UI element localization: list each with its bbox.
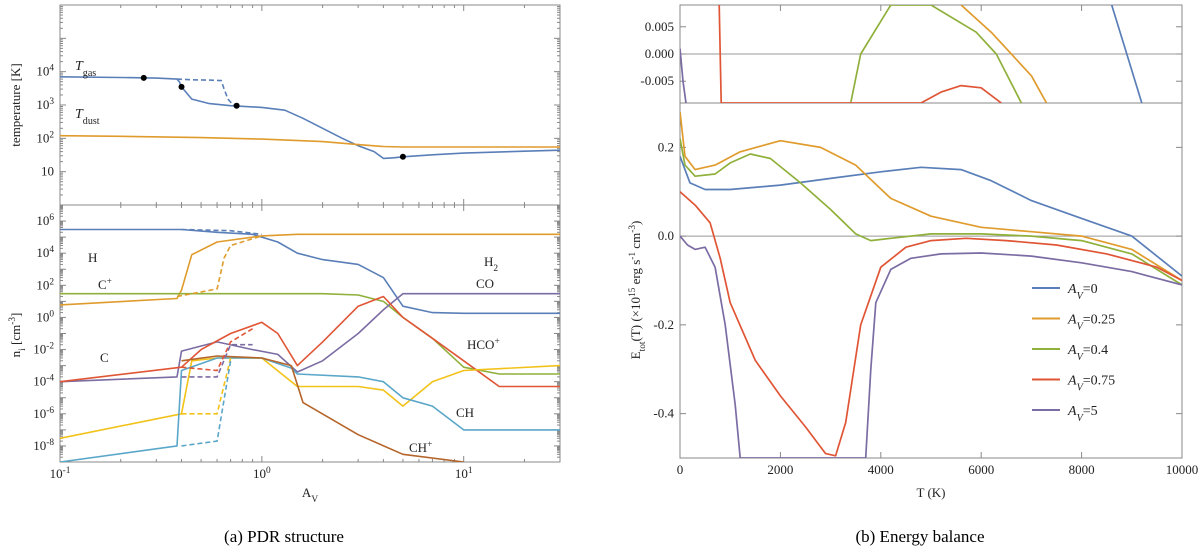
a-bottom-series-co-dashed [181, 343, 253, 378]
b-bottom-series-a-v-0 [680, 156, 1182, 277]
b-bottom-xtick-label: 10000 [1166, 462, 1199, 477]
a-top-series-t-dust [60, 134, 560, 148]
a-top-marker [140, 74, 147, 81]
a-top-marker [233, 102, 240, 109]
a-top-ytick-label: 104 [36, 64, 54, 79]
a-top-ytick-label: 10 [41, 164, 54, 179]
a-top-marker [399, 153, 406, 160]
legend-label-3: AV=0.75 [1067, 374, 1115, 394]
a-bottom-ylabel: ni [cm-3] [8, 313, 28, 358]
legend-label-2: AV=0.4 [1067, 343, 1108, 363]
a-bottom-series-hco-dashed [181, 357, 232, 415]
a-bottom-annotation-h2: H2 [484, 254, 498, 274]
a-top-frame [59, 4, 561, 206]
a-top-series-t-gas-dashed [176, 78, 241, 107]
a-bottom-ytick-label: 106 [36, 213, 54, 228]
b-bottom-series-a-v-5 [680, 235, 1182, 458]
b-bottom-series-a-v-0-4 [680, 138, 1182, 286]
a-bottom-annotation-hco-plus: HCO+ [467, 337, 500, 352]
a-bottom-ytick-label: 104 [36, 245, 54, 260]
b-top-ytick-label: -0.005 [640, 73, 674, 88]
b-bottom-frame [679, 102, 1183, 459]
b-top-series-a-v-0 [1110, 5, 1143, 103]
b-bottom-xlabel: T (K) [916, 485, 945, 500]
a-bottom-xlabel: AV [302, 485, 318, 505]
a-bottom-ytick-label: 100 [36, 309, 54, 324]
b-bottom-xtick-label: 2000 [767, 462, 793, 477]
b-top-ytick-label: 0.000 [645, 46, 674, 61]
a-top-marker [178, 83, 185, 90]
b-bottom-ytick-label: -0.2 [653, 317, 674, 332]
a-bottom-xtick-label: 101 [455, 466, 473, 481]
a-bottom-series-hco [60, 357, 560, 440]
a-bottom-xtick-label: 10-1 [50, 466, 71, 481]
b-bottom-plot [680, 111, 1182, 458]
legend-label-0: AV=0 [1067, 282, 1098, 302]
a-top-annotation: Tgas [75, 59, 96, 79]
caption-b: (b) Energy balance [855, 527, 985, 546]
a-bottom-annotation-ch: CH [456, 405, 474, 420]
legend-label-1: AV=0.25 [1067, 313, 1115, 333]
a-bottom-ytick-label: 10-4 [33, 374, 54, 389]
b-top-plot [680, 5, 1143, 103]
a-bottom-series-co [60, 292, 560, 383]
b-bottom-series-a-v-0-75 [680, 191, 1182, 457]
a-top-series-t-gas [60, 76, 560, 160]
a-top-plot [60, 76, 560, 160]
b-bottom-xtick-label: 4000 [868, 462, 894, 477]
a-bottom-ytick-label: 102 [36, 277, 54, 292]
a-bottom-ytick-label: 10-6 [33, 406, 54, 421]
a-bottom-annotation-c-plus: C+ [98, 277, 112, 292]
a-bottom-ytick-label: 10-8 [33, 438, 54, 453]
a-bottom-series-c [60, 295, 560, 388]
a-top-ylabel: temperature [K] [8, 63, 23, 146]
b-top-series-a-v-0-75 [718, 5, 1002, 103]
b-bottom-ytick-label: -0.4 [653, 406, 674, 421]
a-bottom-annotation-c: C [100, 350, 109, 365]
b-top-series-a-v-5 [680, 48, 687, 103]
a-bottom-annotation-ch-plus: CH+ [409, 440, 432, 455]
a-bottom-ytick-label: 10-2 [33, 342, 54, 357]
b-bottom-xtick-label: 6000 [968, 462, 994, 477]
b-bottom-ylabel: Etot(T) (×1015 erg s-1 cm-3) [628, 221, 648, 360]
a-top-ytick-label: 103 [36, 97, 54, 112]
a-bottom-annotation-co: CO [476, 276, 494, 291]
a-bottom-xtick-label: 100 [253, 466, 271, 481]
b-bottom-ytick-label: 0.2 [658, 139, 674, 154]
b-bottom-ytick-label: 0.0 [658, 228, 674, 243]
b-top-series-a-v-0-4 [849, 5, 1023, 103]
b-top-series-a-v-0-25 [960, 5, 1048, 103]
a-bottom-series-h-dashed [181, 228, 262, 236]
a-bottom-series-h [60, 228, 560, 315]
a-bottom-series-ch-dashed [181, 360, 232, 447]
legend-label-4: AV=5 [1067, 404, 1098, 424]
a-bottom-annotation-h: H [88, 250, 97, 265]
b-bottom-xtick-label: 8000 [1069, 462, 1095, 477]
a-bottom-series-c [60, 292, 560, 375]
a-bottom-series-c-dashed [181, 328, 254, 372]
a-top-annotation: Tdust [75, 107, 100, 127]
a-bottom-plot [60, 228, 560, 462]
caption-a: (a) PDR structure [224, 527, 344, 546]
b-bottom-xtick-label: 0 [677, 462, 684, 477]
b-bottom-series-a-v-0-25 [680, 111, 1182, 282]
b-top-ytick-label: 0.005 [645, 19, 674, 34]
a-bottom-series-ch [60, 357, 560, 462]
a-bottom-series-h2-dashed [176, 235, 263, 298]
a-top-ytick-label: 102 [36, 130, 54, 145]
